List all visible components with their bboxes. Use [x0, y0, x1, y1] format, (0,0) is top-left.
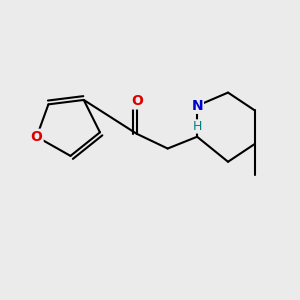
Text: O: O [131, 94, 143, 108]
Text: N: N [191, 99, 203, 113]
Text: H: H [192, 120, 202, 133]
Text: O: O [31, 130, 43, 144]
